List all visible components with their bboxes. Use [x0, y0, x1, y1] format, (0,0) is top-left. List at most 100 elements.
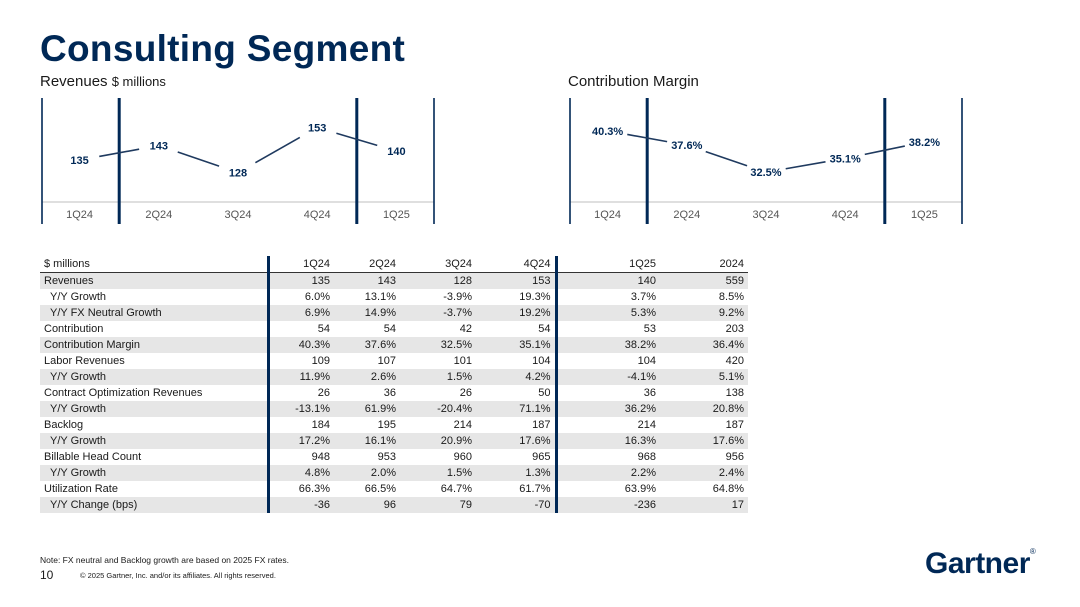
table-cell: 1.5%	[400, 465, 476, 481]
table-cell: 3.7%	[630, 290, 656, 303]
table-cell: 36.2%	[556, 401, 660, 417]
data-label: 153	[308, 123, 326, 135]
table-row: Y/Y Growth 11.9% 2.6% 1.5% 4.2% -4.1% 5.1%	[40, 369, 748, 385]
table-row: Labor Revenues 109 107 101 104 104 420	[40, 353, 748, 369]
data-label: 143	[150, 141, 168, 153]
table-cell: 19.3%	[476, 289, 558, 305]
table-cell: 17	[660, 497, 748, 513]
table-cell: 107	[377, 354, 396, 367]
row-label: Contract Optimization Revenues	[40, 385, 270, 401]
series-line-segment	[705, 150, 748, 167]
table-cell: 5.3%	[556, 305, 660, 321]
copyright-notice: © 2025 Gartner, Inc. and/or its affiliat…	[80, 571, 276, 580]
table-cell: 187	[725, 418, 744, 431]
table-cell: 42	[459, 322, 472, 335]
table-cell: 17.6%	[660, 433, 748, 449]
row-label: Labor Revenues	[40, 353, 270, 369]
row-label: Y/Y Growth	[40, 401, 270, 417]
series-line-segment	[99, 148, 140, 158]
table-cell: 138	[725, 386, 744, 399]
row-label: Utilization Rate	[40, 481, 270, 497]
table-cell: 20.8%	[660, 401, 748, 417]
table-row: Contract Optimization Revenues 26 36 26 50 36…	[40, 385, 748, 401]
table-cell: 109	[311, 354, 330, 367]
table-cell: 17.6%	[476, 433, 558, 449]
row-label: Y/Y Growth	[40, 433, 270, 449]
row-label: Y/Y Change (bps)	[40, 497, 270, 513]
table-row: Y/Y FX Neutral Growth 6.9% 14.9% -3.7% 19.2%…	[40, 305, 748, 321]
contribution-margin-chart-title-text: Contribution Margin	[568, 73, 699, 90]
table-row: Utilization Rate 66.3% 66.5% 64.7% 61.7% 63.9…	[40, 481, 748, 497]
financial-table: $ millions 1Q24 2Q24 3Q24 4Q24 1Q25 2024 Reven…	[40, 256, 748, 513]
table-cell: 420	[725, 354, 744, 367]
table-cell: 4.2%	[476, 369, 558, 385]
table-cell: 128	[400, 272, 476, 289]
table-cell: 135	[268, 272, 334, 289]
table-cell: 559	[660, 272, 748, 289]
table-cell: 104	[637, 354, 656, 367]
table-cell: 61.9%	[334, 401, 400, 417]
tick-label: 2Q24	[145, 209, 172, 221]
row-label: Contribution	[40, 321, 270, 337]
data-label: 140	[387, 146, 405, 158]
table-cell: 2.6%	[334, 369, 400, 385]
series-line-segment	[785, 161, 826, 170]
table-cell: 1.3%	[476, 465, 558, 481]
table-cell: 953	[377, 450, 396, 463]
revenues-line-chart: 135 143 128 153 140 1Q24 2Q24 3Q24 4Q24 1Q25	[41, 98, 435, 224]
series-line-segment	[254, 136, 301, 164]
table-cell: -70	[476, 497, 558, 513]
data-label: 38.2%	[909, 137, 940, 149]
table-cell: 64.7%	[440, 482, 472, 495]
table-cell: 104	[476, 353, 558, 369]
gartner-logo: Gartner®	[925, 547, 1036, 581]
table-cell: 50	[476, 385, 558, 401]
contribution-margin-chart-title: Contribution Margin	[568, 73, 699, 90]
table-cell: 37.6%	[334, 337, 400, 353]
table-row: Billable Head Count 948 953 960 965 968 956	[40, 449, 748, 465]
data-label: 135	[70, 155, 88, 167]
table-cell: 54	[476, 321, 558, 337]
table-cell: 960	[453, 450, 472, 463]
table-cell: 36.4%	[660, 337, 748, 353]
table-cell: 19.2%	[476, 305, 558, 321]
table-cell: 6.9%	[268, 305, 334, 321]
footnote: Note: FX neutral and Backlog growth are …	[40, 555, 290, 565]
table-cell: -20.4%	[400, 401, 476, 417]
tick-label: 3Q24	[753, 209, 780, 221]
table-cell: 16.1%	[334, 433, 400, 449]
table-cell: 64.8%	[712, 482, 744, 495]
table-cell: 140	[556, 272, 660, 289]
table-cell: 54	[383, 322, 396, 335]
table-cell: 96	[334, 497, 400, 513]
revenues-chart-title-text: Revenues	[40, 73, 108, 90]
table-cell: 153	[476, 272, 558, 289]
table-cell: 948	[311, 450, 330, 463]
data-label: 35.1%	[830, 153, 861, 165]
column-header: $ millions	[40, 256, 270, 273]
table-cell: 143	[334, 272, 400, 289]
table-cell: 2.4%	[660, 465, 748, 481]
column-header: 2024	[660, 256, 748, 273]
table-cell: 71.1%	[476, 401, 558, 417]
tick-label: 1Q24	[594, 209, 621, 221]
table-cell: 66.3%	[298, 482, 330, 495]
table-cell: 16.3%	[556, 433, 660, 449]
table-cell: 63.9%	[624, 482, 656, 495]
table-row: Y/Y Growth 6.0% 13.1% -3.9% 19.3% 3.7% 8.5%	[40, 289, 748, 305]
series-line-segment	[627, 133, 668, 143]
table-cell: 6.0%	[304, 290, 330, 303]
revenues-chart-unit: $ millions	[111, 74, 166, 89]
table-row: Contribution Margin 40.3% 37.6% 32.5% 35.1% 3…	[40, 337, 748, 353]
revenues-chart-title: Revenues $ millions	[40, 73, 166, 90]
table-cell: 968	[637, 450, 656, 463]
tick-label: 1Q25	[383, 209, 410, 221]
table-cell: 187	[476, 417, 558, 433]
table-cell: 8.5%	[718, 290, 744, 303]
table-cell: -36	[268, 497, 334, 513]
table-cell: 5.1%	[660, 369, 748, 385]
tick-label: 4Q24	[304, 209, 331, 221]
row-label: Y/Y Growth	[40, 465, 270, 481]
row-label: Backlog	[40, 417, 270, 433]
data-label: 40.3%	[592, 126, 623, 138]
